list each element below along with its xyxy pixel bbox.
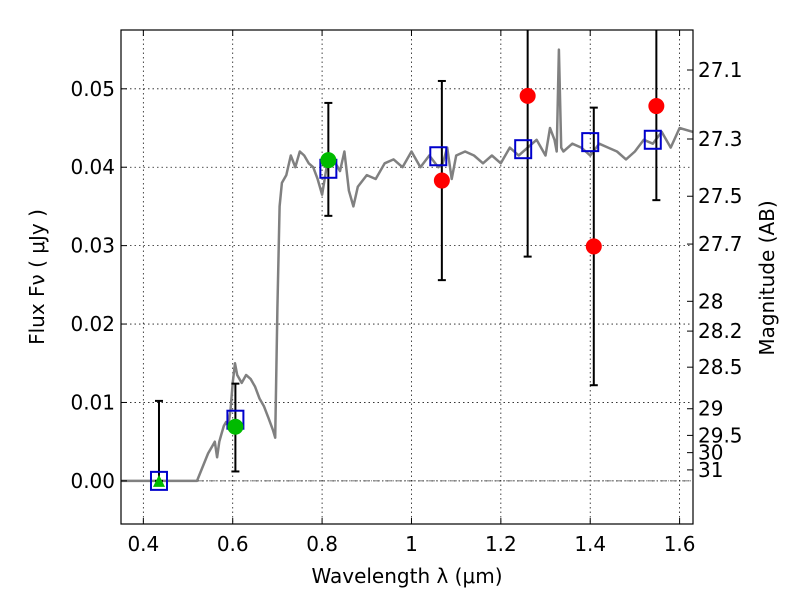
grid [121,30,693,524]
model-band-square [643,129,662,150]
y2-tick-label: 31 [698,458,723,482]
x-tick-label: 1.4 [574,532,606,556]
x-tick-label: 1.2 [485,532,517,556]
y2-tick-label: 27.5 [698,184,743,208]
limit-triangle [152,474,165,487]
model-band-square [514,139,533,160]
y2-tick-label: 29.5 [698,423,743,447]
model-band-square [429,146,448,167]
x-tick-label: 0.6 [217,532,249,556]
y2-tick-label: 28.5 [698,355,743,379]
x-tick-label: 0.8 [306,532,338,556]
y-tick-label: 0.03 [70,234,115,258]
markers [149,87,665,491]
x-tick-label: 1.6 [664,532,696,556]
x-axis-label: Wavelength λ (μm) [311,564,502,588]
observed-point [320,152,337,169]
observed-point [227,418,244,435]
y2-tick-label: 28.2 [698,319,743,343]
y2-tick-label: 27.7 [698,232,743,256]
y2-axis-label: Magnitude (AB) [755,200,779,355]
observed-point [648,98,665,115]
y-tick-label: 0.00 [70,469,115,493]
plot-frame [120,29,694,525]
x-tick-label: 1 [405,532,418,556]
y2-tick-label: 30 [698,441,723,465]
observed-point [519,87,536,104]
model-band-square [581,132,600,153]
axis-ticks: 0.4 0.6 0.8 1 1.2 1.4 1.6 0.00 0.01 0.02 0.03 0.04 0… [70,30,743,556]
y2-tick-label: 29 [698,397,723,421]
model-band-square [149,470,168,491]
y2-tick-label: 27.1 [698,58,743,82]
y-tick-label: 0.02 [70,312,115,336]
x-tick-label: 0.4 [127,532,159,556]
y2-tick-label: 27.3 [698,127,743,151]
observed-point [585,238,602,255]
y-tick-label: 0.05 [70,77,115,101]
observed-point [433,172,450,189]
y-tick-label: 0.01 [70,390,115,414]
y-axis-label: Flux Fν ( μJy ) [25,209,49,345]
model-spectrum [121,48,693,483]
model-spectrum-line [121,48,693,483]
y2-tick-label: 28 [698,289,723,313]
y-tick-label: 0.04 [70,155,115,179]
